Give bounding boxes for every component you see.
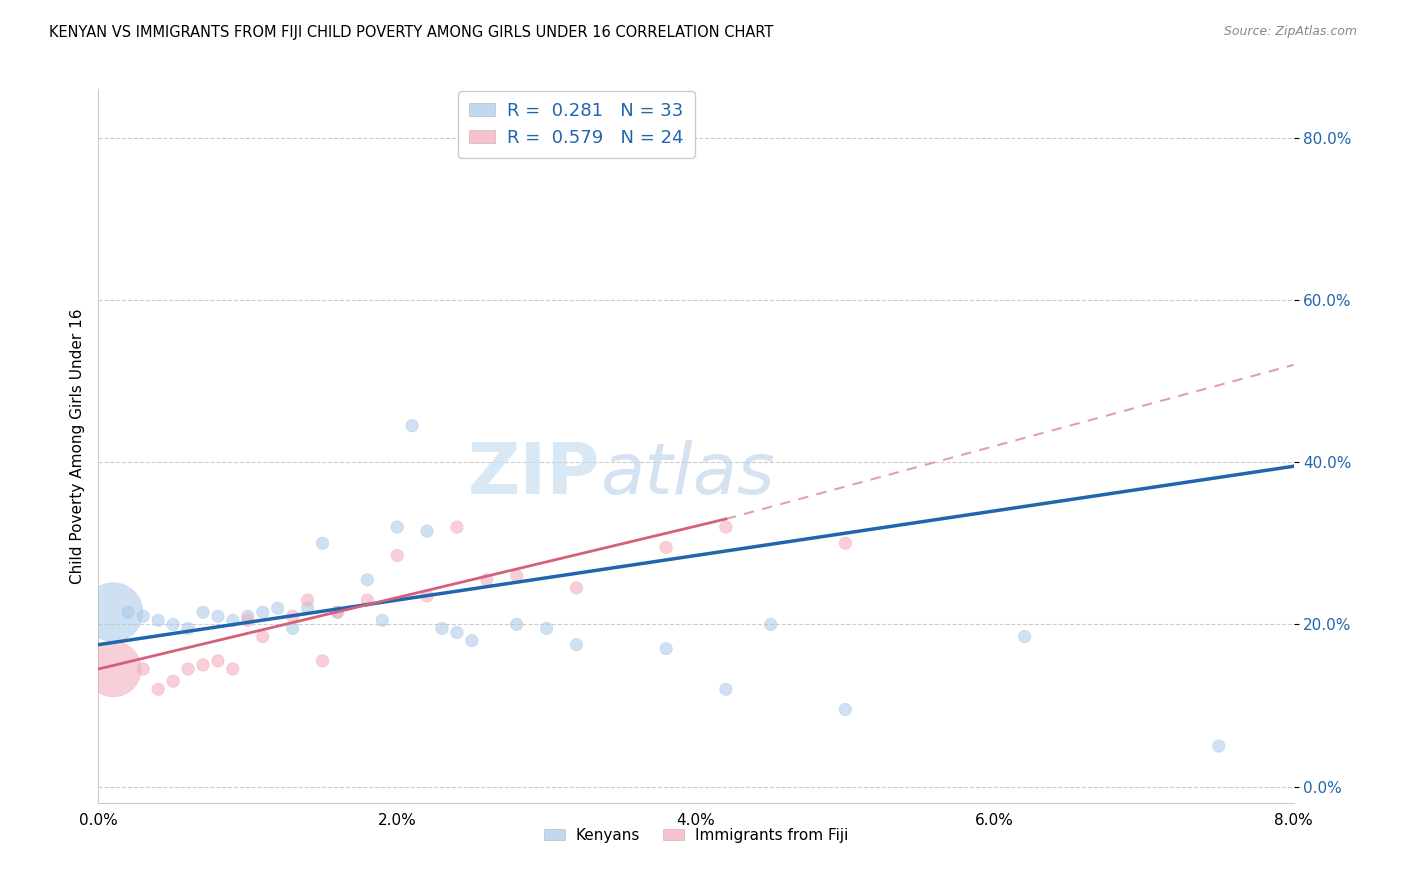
Point	[148, 613, 170, 627]
Point	[506, 617, 529, 632]
Point	[536, 622, 558, 636]
Point	[281, 622, 304, 636]
Point	[401, 418, 423, 433]
Point	[446, 625, 468, 640]
Point	[132, 662, 155, 676]
Point	[252, 605, 274, 619]
Point	[385, 520, 409, 534]
Point	[222, 662, 245, 676]
Text: ZIP: ZIP	[468, 440, 600, 509]
Point	[834, 702, 856, 716]
Point	[297, 593, 319, 607]
Point	[236, 609, 259, 624]
Point	[132, 609, 155, 624]
Point	[371, 613, 394, 627]
Text: KENYAN VS IMMIGRANTS FROM FIJI CHILD POVERTY AMONG GIRLS UNDER 16 CORRELATION CH: KENYAN VS IMMIGRANTS FROM FIJI CHILD POV…	[49, 25, 773, 40]
Point	[162, 674, 184, 689]
Y-axis label: Child Poverty Among Girls Under 16: Child Poverty Among Girls Under 16	[69, 309, 84, 583]
Point	[430, 622, 453, 636]
Point	[162, 617, 184, 632]
Text: atlas: atlas	[600, 440, 775, 509]
Point	[207, 609, 229, 624]
Point	[326, 605, 349, 619]
Point	[759, 617, 782, 632]
Point	[714, 520, 737, 534]
Point	[207, 654, 229, 668]
Point	[506, 568, 529, 582]
Point	[834, 536, 856, 550]
Text: Source: ZipAtlas.com: Source: ZipAtlas.com	[1223, 25, 1357, 38]
Point	[655, 541, 678, 555]
Point	[311, 536, 333, 550]
Point	[356, 593, 378, 607]
Point	[297, 601, 319, 615]
Point	[267, 601, 290, 615]
Point	[714, 682, 737, 697]
Legend: Kenyans, Immigrants from Fiji: Kenyans, Immigrants from Fiji	[537, 822, 855, 848]
Point	[222, 613, 245, 627]
Point	[191, 657, 214, 672]
Point	[1208, 739, 1230, 753]
Point	[103, 662, 125, 676]
Point	[177, 622, 200, 636]
Point	[461, 633, 484, 648]
Point	[416, 589, 439, 603]
Point	[103, 605, 125, 619]
Point	[565, 581, 588, 595]
Point	[311, 654, 333, 668]
Point	[252, 630, 274, 644]
Point	[416, 524, 439, 538]
Point	[475, 573, 498, 587]
Point	[356, 573, 378, 587]
Point	[655, 641, 678, 656]
Point	[117, 605, 139, 619]
Point	[326, 605, 349, 619]
Point	[148, 682, 170, 697]
Point	[177, 662, 200, 676]
Point	[446, 520, 468, 534]
Point	[385, 549, 409, 563]
Point	[565, 638, 588, 652]
Point	[1014, 630, 1036, 644]
Point	[236, 613, 259, 627]
Point	[191, 605, 214, 619]
Point	[281, 609, 304, 624]
